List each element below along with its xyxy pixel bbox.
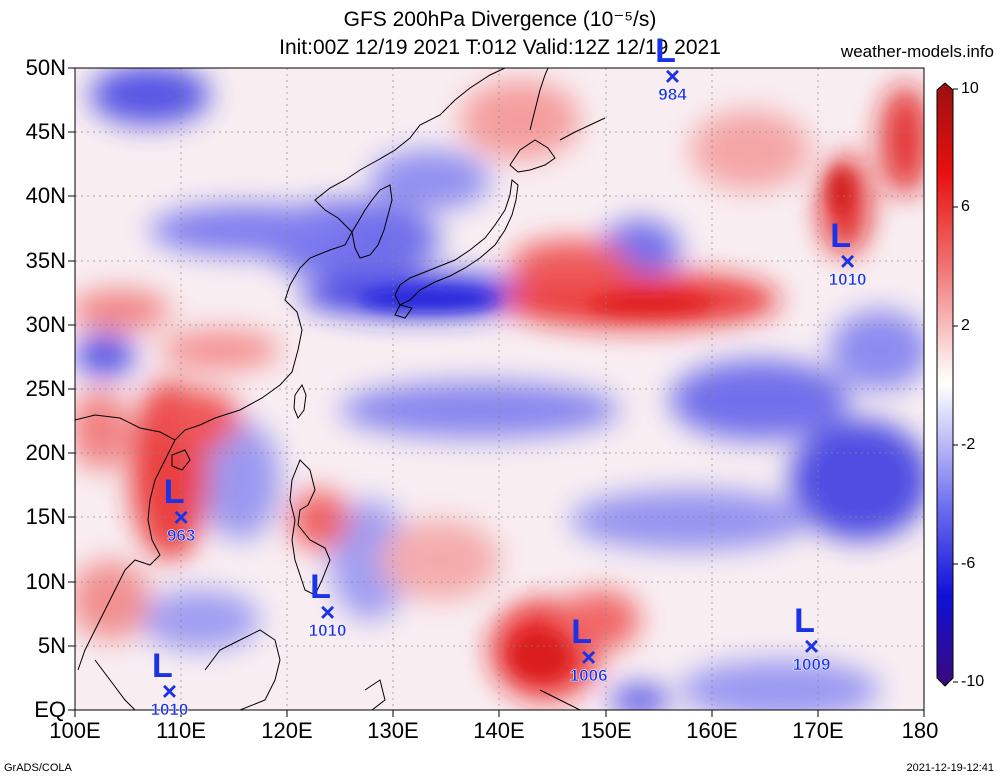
colorbar [936, 82, 958, 687]
low-symbol: L [655, 32, 676, 71]
coastlines [75, 68, 606, 710]
low-pressure-marker: L × 1006 [554, 615, 624, 685]
divergence-field [75, 68, 924, 710]
low-pressure-marker: L × 1009 [777, 604, 847, 675]
lon-label: 130E [367, 718, 419, 743]
lon-label: 180 [901, 718, 939, 743]
lon-label: 120E [261, 718, 313, 743]
lon-label: 160E [686, 718, 738, 743]
center-x-icon: × [581, 641, 597, 672]
low-pressure-marker: L × 963 [146, 475, 216, 545]
timestamp: 2021-12-19-12:41 [906, 762, 994, 774]
low-symbol: L [152, 647, 173, 686]
lon-label: 100E [49, 718, 101, 743]
grid-lines [75, 68, 924, 710]
lat-label: 40N [25, 183, 66, 208]
center-x-icon: × [664, 61, 681, 92]
pressure-value: 1006 [569, 665, 608, 685]
pressure-value: 1009 [792, 655, 831, 675]
lat-label: 35N [25, 248, 66, 273]
colorbar-label: -2 [961, 436, 976, 453]
lat-label: 25N [25, 376, 66, 401]
low-pressure-marker: L × 1010 [813, 219, 883, 290]
center-x-icon: × [161, 676, 178, 707]
low-symbol: L [830, 217, 851, 256]
lat-label: 50N [25, 55, 66, 80]
axis-ticks [68, 67, 925, 717]
lat-label: 30N [25, 312, 66, 337]
colorbar-label: 6 [961, 198, 970, 215]
lon-label: 110E [156, 718, 206, 743]
center-x-icon: × [839, 246, 856, 277]
center-x-icon: × [319, 596, 336, 627]
lon-label: 150E [580, 718, 632, 743]
chart-subtitle: Init:00Z 12/19 2021 T:012 Valid:12Z 12/1… [279, 36, 721, 59]
lat-label: 45N [25, 119, 66, 144]
lat-label: 15N [25, 504, 66, 529]
low-symbol: L [310, 567, 331, 606]
low-symbol: L [571, 612, 593, 651]
lat-label: 10N [25, 569, 66, 594]
colorbar-label: -10 [961, 673, 985, 690]
lon-label: 140E [473, 718, 525, 743]
software-credit: GrADS/COLA [4, 762, 72, 774]
pressure-value: 1010 [308, 620, 347, 640]
low-symbol: L [163, 472, 185, 511]
colorbar-label: 2 [961, 317, 970, 334]
lon-label: 170E [792, 718, 844, 743]
site-credit: weather-models.info [840, 42, 994, 61]
lat-label: 20N [25, 440, 66, 465]
pressure-value: 963 [166, 525, 196, 545]
colorbar-label: -6 [961, 555, 976, 572]
lat-label: EQ [34, 697, 66, 722]
low-symbol: L [794, 602, 815, 641]
pressure-value: 984 [658, 85, 687, 105]
pressure-value: 1010 [828, 270, 867, 290]
lat-label: 5N [37, 633, 66, 658]
center-x-icon: × [173, 501, 189, 532]
center-x-icon: × [803, 631, 820, 662]
low-pressure-marker: L × 1010 [293, 570, 363, 640]
chart-title: GFS 200hPa Divergence (10⁻⁵/s) [343, 8, 657, 31]
low-pressure-marker: L × 1010 [134, 649, 204, 720]
pressure-value: 1010 [150, 700, 189, 720]
colorbar-label: 10 [961, 80, 979, 97]
low-pressure-marker: L × 984 [637, 34, 707, 105]
